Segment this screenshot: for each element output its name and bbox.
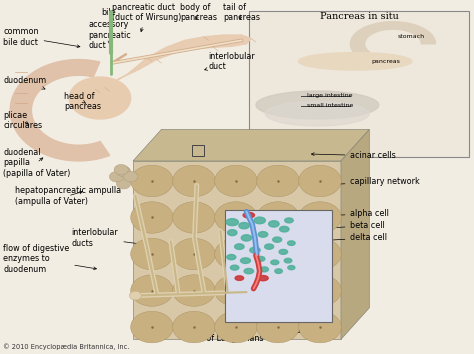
Text: duodenum: duodenum xyxy=(3,76,46,89)
Circle shape xyxy=(257,238,299,270)
Text: interlobular
ducts: interlobular ducts xyxy=(72,228,144,247)
Ellipse shape xyxy=(288,266,295,270)
Ellipse shape xyxy=(273,237,282,242)
Text: stomach: stomach xyxy=(398,34,425,39)
Polygon shape xyxy=(299,52,412,70)
Polygon shape xyxy=(69,77,131,119)
Polygon shape xyxy=(350,22,436,57)
Ellipse shape xyxy=(254,217,265,224)
Ellipse shape xyxy=(269,221,279,227)
Polygon shape xyxy=(133,161,341,339)
Ellipse shape xyxy=(228,230,237,236)
Text: small intestine: small intestine xyxy=(307,103,353,108)
Text: large intestine: large intestine xyxy=(307,93,353,98)
Circle shape xyxy=(299,165,341,197)
Text: bile: bile xyxy=(101,8,116,17)
Text: hepatopancreatic ampulla
(ampulla of Vater): hepatopancreatic ampulla (ampulla of Vat… xyxy=(15,186,121,206)
Circle shape xyxy=(117,178,131,189)
Ellipse shape xyxy=(235,276,244,280)
Circle shape xyxy=(215,311,257,343)
Circle shape xyxy=(257,165,299,197)
Ellipse shape xyxy=(288,241,295,245)
Circle shape xyxy=(131,311,173,343)
Circle shape xyxy=(215,238,257,270)
Circle shape xyxy=(215,275,257,306)
Polygon shape xyxy=(265,102,369,126)
Text: capillary network: capillary network xyxy=(311,177,420,187)
Text: interlobular
duct: interlobular duct xyxy=(205,52,255,71)
Text: © 2010 Encyclopædia Britannica, Inc.: © 2010 Encyclopædia Britannica, Inc. xyxy=(3,343,129,350)
Text: delta cell: delta cell xyxy=(311,233,387,242)
Text: beta cell: beta cell xyxy=(311,221,385,230)
Text: body of
pancreas: body of pancreas xyxy=(180,2,217,22)
Polygon shape xyxy=(95,35,251,93)
Ellipse shape xyxy=(235,244,244,250)
Ellipse shape xyxy=(243,212,255,218)
Polygon shape xyxy=(256,91,379,119)
Ellipse shape xyxy=(244,268,254,274)
Text: pancreas: pancreas xyxy=(372,59,401,64)
Circle shape xyxy=(299,275,341,306)
Circle shape xyxy=(299,202,341,233)
Ellipse shape xyxy=(258,232,268,237)
Text: plicae
circulares: plicae circulares xyxy=(3,111,42,130)
Ellipse shape xyxy=(260,267,268,272)
Bar xyxy=(225,210,331,322)
Circle shape xyxy=(124,171,138,182)
Text: pancreatic duct
(duct of Wirsung): pancreatic duct (duct of Wirsung) xyxy=(112,2,181,32)
Ellipse shape xyxy=(230,265,239,270)
Text: head of
pancreas: head of pancreas xyxy=(64,92,101,111)
Circle shape xyxy=(173,165,215,197)
Circle shape xyxy=(215,202,257,233)
Bar xyxy=(249,11,469,158)
Ellipse shape xyxy=(279,250,288,254)
Ellipse shape xyxy=(129,291,141,300)
Circle shape xyxy=(215,165,257,197)
Polygon shape xyxy=(10,59,110,161)
Circle shape xyxy=(131,238,173,270)
Polygon shape xyxy=(341,130,369,339)
Text: Pancreas in situ: Pancreas in situ xyxy=(320,12,399,21)
Circle shape xyxy=(131,275,173,306)
Circle shape xyxy=(109,171,124,182)
Polygon shape xyxy=(133,130,369,161)
Circle shape xyxy=(173,311,215,343)
Ellipse shape xyxy=(227,255,236,260)
Ellipse shape xyxy=(285,218,293,223)
Text: accessory
pancreatic
duct: accessory pancreatic duct xyxy=(88,20,131,50)
Circle shape xyxy=(299,311,341,343)
Text: alpha cell: alpha cell xyxy=(311,209,389,218)
Text: flow of digestive
enzymes to
duodenum: flow of digestive enzymes to duodenum xyxy=(3,244,96,274)
Circle shape xyxy=(131,202,173,233)
Circle shape xyxy=(257,311,299,343)
Bar xyxy=(192,145,204,156)
Circle shape xyxy=(257,202,299,233)
Circle shape xyxy=(173,202,215,233)
Ellipse shape xyxy=(240,258,250,263)
Circle shape xyxy=(173,238,215,270)
Ellipse shape xyxy=(226,219,238,225)
Text: tail of
pancreas: tail of pancreas xyxy=(223,2,260,22)
Text: acinar cells: acinar cells xyxy=(311,151,396,160)
Circle shape xyxy=(299,238,341,270)
Text: central duct: central duct xyxy=(259,313,314,335)
Ellipse shape xyxy=(256,256,265,261)
Circle shape xyxy=(131,165,173,197)
Ellipse shape xyxy=(264,244,273,249)
Circle shape xyxy=(117,166,131,177)
Text: duodenal
papilla
(papilla of Vater): duodenal papilla (papilla of Vater) xyxy=(3,148,71,178)
Circle shape xyxy=(114,165,128,175)
Circle shape xyxy=(257,275,299,306)
Ellipse shape xyxy=(239,223,249,229)
Text: common
bile duct: common bile duct xyxy=(3,27,80,48)
Circle shape xyxy=(173,275,215,306)
Text: islet of Langerhans: islet of Langerhans xyxy=(187,325,264,343)
Ellipse shape xyxy=(275,269,283,273)
Ellipse shape xyxy=(250,247,260,253)
Ellipse shape xyxy=(284,258,292,263)
Ellipse shape xyxy=(258,275,268,281)
Ellipse shape xyxy=(241,235,252,241)
Ellipse shape xyxy=(280,226,289,232)
Ellipse shape xyxy=(271,260,279,265)
